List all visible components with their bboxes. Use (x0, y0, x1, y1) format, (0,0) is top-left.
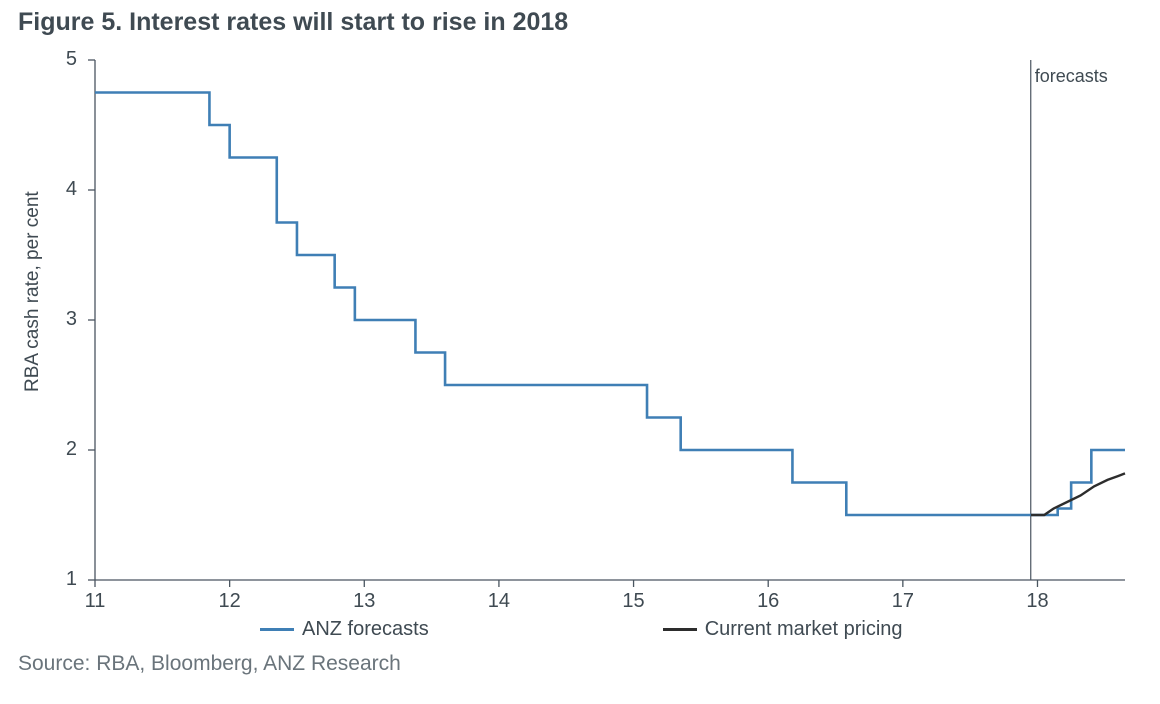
x-tick-label: 18 (1007, 590, 1067, 613)
chart-plot (95, 60, 1125, 580)
x-tick-label: 16 (738, 590, 798, 613)
y-tick-label: 2 (0, 438, 77, 461)
legend-item-anz: ANZ forecasts (260, 618, 429, 641)
legend-swatch (663, 628, 697, 631)
chart-source: Source: RBA, Bloomberg, ANZ Research (18, 652, 401, 676)
legend-label: Current market pricing (705, 618, 903, 641)
y-tick-label: 4 (0, 178, 77, 201)
y-tick-label: 3 (0, 308, 77, 331)
x-tick-label: 13 (334, 590, 394, 613)
forecasts-annotation: forecasts (1035, 66, 1108, 87)
x-tick-label: 17 (873, 590, 933, 613)
x-tick-label: 15 (604, 590, 664, 613)
chart-title: Figure 5. Interest rates will start to r… (18, 8, 568, 37)
legend-label: ANZ forecasts (302, 618, 429, 641)
chart-legend: ANZ forecasts Current market pricing (260, 618, 903, 641)
x-tick-label: 14 (469, 590, 529, 613)
x-tick-label: 12 (200, 590, 260, 613)
x-tick-label: 11 (65, 590, 125, 613)
y-tick-label: 1 (0, 568, 77, 591)
legend-item-market: Current market pricing (663, 618, 903, 641)
legend-swatch (260, 628, 294, 631)
y-tick-label: 5 (0, 48, 77, 71)
y-axis-label: RBA cash rate, per cent (22, 192, 44, 393)
